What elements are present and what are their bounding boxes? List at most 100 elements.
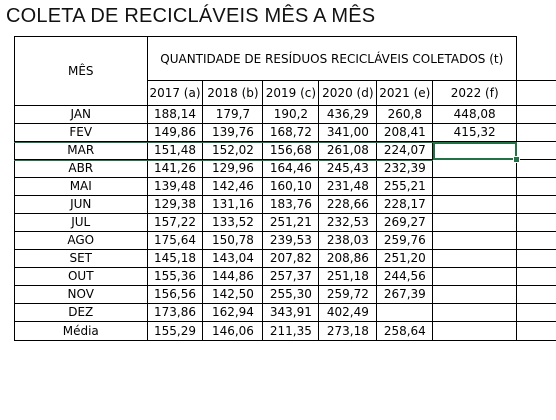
- value-cell[interactable]: [432, 213, 518, 232]
- value-cell[interactable]: 224,07: [376, 141, 434, 160]
- value-cell[interactable]: [432, 195, 518, 214]
- year-header[interactable]: 2018 (b): [202, 80, 264, 106]
- average-cell[interactable]: 258,64: [376, 321, 434, 341]
- value-cell[interactable]: 207,82: [262, 249, 320, 268]
- value-cell[interactable]: 244,56: [376, 267, 434, 286]
- empty-cell[interactable]: [516, 105, 556, 124]
- value-cell[interactable]: 162,94: [202, 303, 264, 322]
- value-cell[interactable]: 251,20: [376, 249, 434, 268]
- value-cell[interactable]: 150,78: [202, 231, 264, 250]
- value-cell[interactable]: [432, 231, 518, 250]
- empty-cell[interactable]: [516, 213, 556, 232]
- value-cell[interactable]: 168,72: [262, 123, 320, 142]
- value-cell[interactable]: 231,48: [318, 177, 378, 196]
- empty-cell[interactable]: [516, 321, 556, 341]
- value-cell[interactable]: [432, 267, 518, 286]
- value-cell[interactable]: 141,26: [146, 159, 204, 178]
- value-cell[interactable]: 208,41: [376, 123, 434, 142]
- value-cell[interactable]: 129,96: [202, 159, 264, 178]
- month-cell[interactable]: SET: [14, 249, 148, 268]
- value-cell[interactable]: [432, 285, 518, 304]
- year-header[interactable]: 2019 (c): [262, 80, 320, 106]
- value-cell[interactable]: 145,18: [146, 249, 204, 268]
- spreadsheet[interactable]: MÊS QUANTIDADE DE RESÍDUOS RECICLÁVEIS C…: [14, 36, 556, 420]
- month-header[interactable]: MÊS: [14, 36, 148, 106]
- value-cell[interactable]: 415,32: [432, 123, 518, 142]
- value-cell[interactable]: 436,29: [318, 105, 378, 124]
- month-cell[interactable]: JUL: [14, 213, 148, 232]
- value-cell[interactable]: 267,39: [376, 285, 434, 304]
- empty-cell[interactable]: [516, 141, 556, 160]
- selected-cell[interactable]: [432, 141, 518, 160]
- value-cell[interactable]: 228,66: [318, 195, 378, 214]
- value-cell[interactable]: 255,30: [262, 285, 320, 304]
- value-cell[interactable]: [432, 249, 518, 268]
- value-cell[interactable]: [376, 303, 434, 322]
- empty-cell[interactable]: [516, 267, 556, 286]
- value-cell[interactable]: 142,46: [202, 177, 264, 196]
- month-cell[interactable]: ABR: [14, 159, 148, 178]
- month-cell[interactable]: OUT: [14, 267, 148, 286]
- value-cell[interactable]: 155,36: [146, 267, 204, 286]
- value-cell[interactable]: 149,86: [146, 123, 204, 142]
- value-cell[interactable]: 232,53: [318, 213, 378, 232]
- empty-cell[interactable]: [516, 195, 556, 214]
- value-cell[interactable]: 402,49: [318, 303, 378, 322]
- value-cell[interactable]: 257,37: [262, 267, 320, 286]
- value-cell[interactable]: 160,10: [262, 177, 320, 196]
- value-cell[interactable]: 190,2: [262, 105, 320, 124]
- fill-handle[interactable]: [512, 155, 520, 163]
- value-cell[interactable]: [432, 159, 518, 178]
- empty-cell[interactable]: [516, 285, 556, 304]
- group-header[interactable]: QUANTIDADE DE RESÍDUOS RECICLÁVEIS COLET…: [146, 36, 518, 81]
- year-header[interactable]: 2017 (a): [146, 80, 204, 106]
- value-cell[interactable]: 156,56: [146, 285, 204, 304]
- average-cell[interactable]: 273,18: [318, 321, 378, 341]
- value-cell[interactable]: 232,39: [376, 159, 434, 178]
- value-cell[interactable]: 157,22: [146, 213, 204, 232]
- value-cell[interactable]: 245,43: [318, 159, 378, 178]
- average-cell[interactable]: 146,06: [202, 321, 264, 341]
- month-cell[interactable]: AGO: [14, 231, 148, 250]
- value-cell[interactable]: 259,72: [318, 285, 378, 304]
- value-cell[interactable]: 208,86: [318, 249, 378, 268]
- value-cell[interactable]: 238,03: [318, 231, 378, 250]
- value-cell[interactable]: 139,76: [202, 123, 264, 142]
- value-cell[interactable]: 255,21: [376, 177, 434, 196]
- average-cell[interactable]: [432, 321, 518, 341]
- value-cell[interactable]: 341,00: [318, 123, 378, 142]
- value-cell[interactable]: 133,52: [202, 213, 264, 232]
- value-cell[interactable]: 251,21: [262, 213, 320, 232]
- empty-cell[interactable]: [516, 36, 556, 81]
- average-cell[interactable]: 211,35: [262, 321, 320, 341]
- value-cell[interactable]: 269,27: [376, 213, 434, 232]
- empty-cell[interactable]: [516, 249, 556, 268]
- year-header[interactable]: 2022 (f): [432, 80, 518, 106]
- value-cell[interactable]: 343,91: [262, 303, 320, 322]
- value-cell[interactable]: 142,50: [202, 285, 264, 304]
- value-cell[interactable]: 251,18: [318, 267, 378, 286]
- month-cell[interactable]: JAN: [14, 105, 148, 124]
- empty-cell[interactable]: [516, 159, 556, 178]
- value-cell[interactable]: 228,17: [376, 195, 434, 214]
- value-cell[interactable]: 260,8: [376, 105, 434, 124]
- average-cell[interactable]: 155,29: [146, 321, 204, 341]
- value-cell[interactable]: 175,64: [146, 231, 204, 250]
- empty-cell[interactable]: [516, 80, 556, 106]
- value-cell[interactable]: [432, 177, 518, 196]
- empty-cell[interactable]: [516, 123, 556, 142]
- empty-cell[interactable]: [516, 231, 556, 250]
- month-cell[interactable]: MAI: [14, 177, 148, 196]
- value-cell[interactable]: 144,86: [202, 267, 264, 286]
- value-cell[interactable]: 173,86: [146, 303, 204, 322]
- month-cell[interactable]: FEV: [14, 123, 148, 142]
- month-cell[interactable]: NOV: [14, 285, 148, 304]
- value-cell[interactable]: 179,7: [202, 105, 264, 124]
- empty-cell[interactable]: [516, 303, 556, 322]
- value-cell[interactable]: 164,46: [262, 159, 320, 178]
- month-cell[interactable]: JUN: [14, 195, 148, 214]
- value-cell[interactable]: 143,04: [202, 249, 264, 268]
- value-cell[interactable]: 129,38: [146, 195, 204, 214]
- value-cell[interactable]: [432, 303, 518, 322]
- month-cell[interactable]: DEZ: [14, 303, 148, 322]
